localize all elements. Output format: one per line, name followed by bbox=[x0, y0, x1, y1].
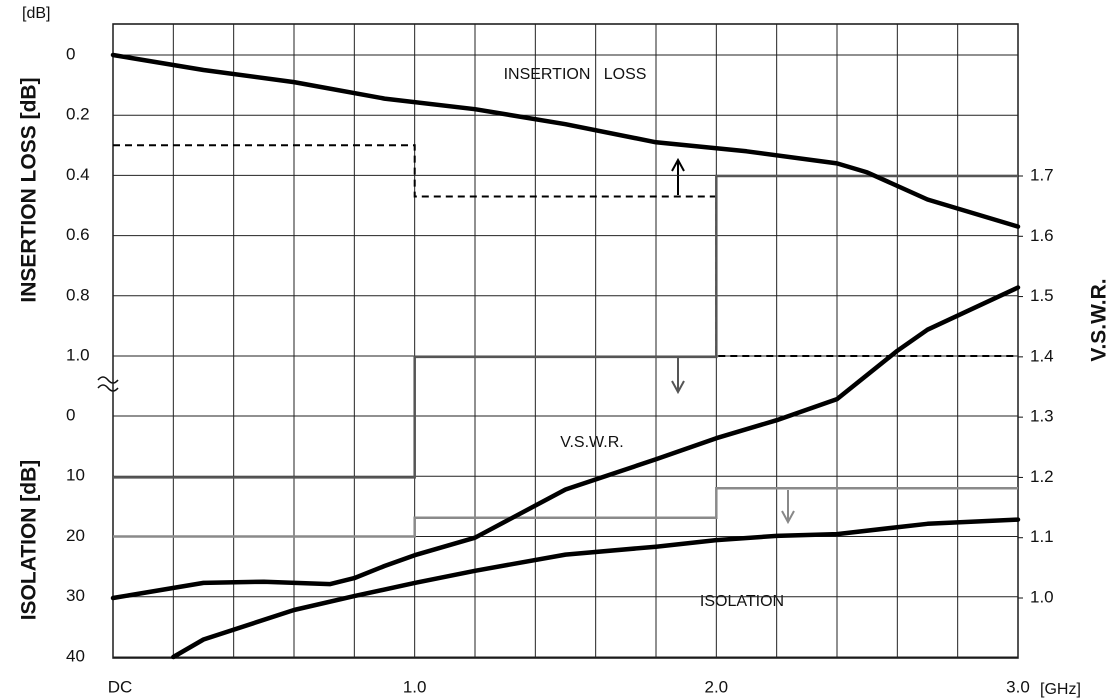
y-tick-label: 20 bbox=[66, 526, 85, 545]
y2-tick-label: 1.4 bbox=[1030, 346, 1054, 365]
y-tick-label: 0.4 bbox=[66, 165, 90, 184]
y2-tick-label: 1.1 bbox=[1030, 527, 1054, 546]
arrow bbox=[671, 358, 685, 395]
y2-tick-label: 1.3 bbox=[1030, 407, 1054, 426]
annotation: V.S.W.R. bbox=[560, 434, 623, 451]
y2-tick-label: 1.7 bbox=[1030, 165, 1054, 184]
y2-axis-title: V.S.W.R. bbox=[1088, 278, 1111, 361]
y-axis-title: ISOLATION [dB] bbox=[18, 460, 41, 621]
y-tick-label: 0 bbox=[66, 44, 75, 63]
arrow bbox=[671, 157, 685, 195]
y2-tick-label: 1.6 bbox=[1030, 226, 1054, 245]
x-tick-label: DC bbox=[108, 677, 133, 696]
limit-line bbox=[113, 487, 1018, 538]
series-line bbox=[171, 517, 1021, 660]
limit-line bbox=[113, 144, 1018, 357]
y2-tick-label: 1.5 bbox=[1030, 286, 1054, 305]
x-unit: [GHz] bbox=[1040, 681, 1081, 698]
plot-frame bbox=[112, 23, 1019, 659]
y2-tick-label: 1.2 bbox=[1030, 467, 1054, 486]
x-tick-label: 2.0 bbox=[705, 677, 729, 696]
y-unit: [dB] bbox=[22, 5, 50, 22]
y-tick-label: 30 bbox=[66, 586, 85, 605]
y-tick-label: 0.8 bbox=[66, 285, 90, 304]
arrow bbox=[781, 490, 795, 525]
y-axis-title: INSERTION LOSS [dB] bbox=[18, 77, 41, 302]
y-tick-label: 0.6 bbox=[66, 225, 90, 244]
y-tick-label: 40 bbox=[66, 646, 85, 665]
annotation: ISOLATION bbox=[700, 593, 784, 610]
y-tick-label: 10 bbox=[66, 466, 85, 485]
x-tick-label: 3.0 bbox=[1006, 677, 1030, 696]
y2-tick-label: 1.0 bbox=[1030, 587, 1054, 606]
y-tick-label: 1.0 bbox=[66, 345, 90, 364]
series-line bbox=[110, 285, 1021, 601]
arrows bbox=[671, 157, 795, 525]
y-tick-label: 0.2 bbox=[66, 105, 90, 124]
x-tick-label: 1.0 bbox=[403, 677, 427, 696]
series-line bbox=[110, 52, 1021, 229]
axis-break bbox=[97, 376, 119, 392]
limit-line bbox=[113, 174, 1018, 479]
y-tick-label: 0 bbox=[66, 405, 75, 424]
annotation: INSERTION LOSS bbox=[504, 66, 647, 83]
